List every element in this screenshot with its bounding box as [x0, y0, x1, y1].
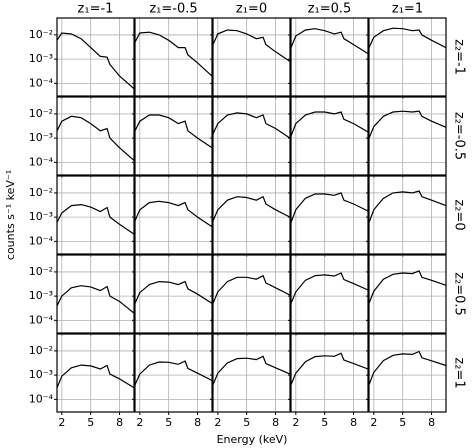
spectrum-line [56, 285, 135, 314]
spectrum-line [368, 27, 447, 49]
spectrum-line [134, 360, 213, 386]
y-tick-label: 10⁻² [29, 107, 53, 120]
panel-frame [212, 17, 291, 97]
y-tick-label: 10⁻⁴ [29, 234, 54, 247]
panel-frame [368, 254, 447, 334]
spectrum-line [134, 200, 213, 228]
y-tick-label: 10⁻² [29, 344, 53, 357]
x-tick-label: 8 [116, 416, 123, 429]
panel-title: z₁=0.5 [308, 2, 352, 17]
row-label: z₂=1 [452, 357, 467, 388]
panel-frame [212, 333, 291, 413]
x-tick-label: 2 [214, 416, 221, 429]
y-tick-label: 10⁻² [29, 186, 53, 199]
spectrum-line [134, 114, 213, 149]
panel-title: z₁=-0.5 [149, 2, 197, 17]
panel-frame [290, 17, 369, 97]
spectrum-line [368, 190, 447, 223]
panel-frame [368, 175, 447, 255]
spectrum-line [134, 31, 213, 77]
x-tick-label: 5 [165, 416, 172, 429]
panel-frame [134, 175, 213, 255]
panel-frame [368, 17, 447, 97]
y-tick-label: 10⁻⁴ [29, 392, 54, 405]
spectrum-line [290, 28, 369, 55]
panel-frame [290, 96, 369, 176]
panel-frame [290, 333, 369, 413]
x-tick-label: 8 [272, 416, 279, 429]
panel-frame [56, 254, 135, 334]
panel-frame [134, 17, 213, 97]
x-tick-label: 8 [428, 416, 435, 429]
y-tick-label: 10⁻³ [29, 289, 53, 302]
spectrum-line [134, 280, 213, 304]
panel-frame [368, 96, 447, 176]
panel-frame [56, 175, 135, 255]
spectrum-line [290, 192, 369, 223]
panel-title: z₁=-1 [78, 2, 114, 17]
x-tick-label: 2 [136, 416, 143, 429]
spectrum-line [368, 110, 447, 139]
panel-frame [134, 333, 213, 413]
panel-title: z₁=0 [236, 2, 267, 17]
spectrum-line [212, 112, 291, 139]
y-axis-label: counts s⁻¹ keV⁻¹ [4, 170, 17, 260]
y-tick-label: 10⁻⁴ [29, 313, 54, 326]
x-tick-label: 8 [194, 416, 201, 429]
y-tick-label: 10⁻² [29, 265, 53, 278]
spectrum-line [212, 29, 291, 62]
spectrum-line [290, 352, 369, 386]
panel-title: z₁=1 [392, 2, 423, 17]
row-label: z₂=0.5 [452, 272, 467, 316]
spectrum-line [290, 272, 369, 304]
panel-frame [290, 175, 369, 255]
y-tick-label: 10⁻⁴ [29, 155, 54, 168]
panel-frame [56, 17, 135, 97]
y-tick-label: 10⁻² [29, 28, 53, 41]
x-tick-label: 2 [292, 416, 299, 429]
panel-frame [134, 96, 213, 176]
y-tick-label: 10⁻³ [29, 368, 53, 381]
spectrum-line [368, 270, 447, 304]
panel-frame [368, 333, 447, 413]
panel-frame [56, 96, 135, 176]
panel-frame [134, 254, 213, 334]
spectrum-line [56, 203, 135, 235]
row-label: z₂=0 [452, 199, 467, 230]
x-tick-label: 5 [321, 416, 328, 429]
spectrum-line [56, 32, 135, 90]
spectrum-line [368, 350, 447, 386]
y-tick-label: 10⁻⁴ [29, 76, 54, 89]
y-tick-label: 10⁻³ [29, 210, 53, 223]
spectrum-line [212, 195, 291, 222]
spectrum-line [212, 274, 291, 304]
panel-frame [212, 96, 291, 176]
x-tick-label: 2 [58, 416, 65, 429]
spectrum-line [290, 111, 369, 137]
x-axis-label: Energy (keV) [217, 433, 288, 446]
x-tick-label: 8 [350, 416, 357, 429]
panel-frame [290, 254, 369, 334]
x-tick-label: 5 [243, 416, 250, 429]
row-label: z₂=-1 [452, 39, 467, 75]
spectrum-line [56, 115, 135, 161]
row-label: z₂=-0.5 [452, 112, 467, 160]
y-tick-label: 10⁻³ [29, 52, 53, 65]
panel-frame [212, 175, 291, 255]
y-tick-label: 10⁻³ [29, 131, 53, 144]
spectrum-line [56, 364, 135, 389]
x-tick-label: 5 [399, 416, 406, 429]
spectrum-line [212, 355, 291, 386]
x-tick-label: 2 [370, 416, 377, 429]
panel-frame [212, 254, 291, 334]
x-tick-label: 5 [87, 416, 94, 429]
panel-frame [56, 333, 135, 413]
